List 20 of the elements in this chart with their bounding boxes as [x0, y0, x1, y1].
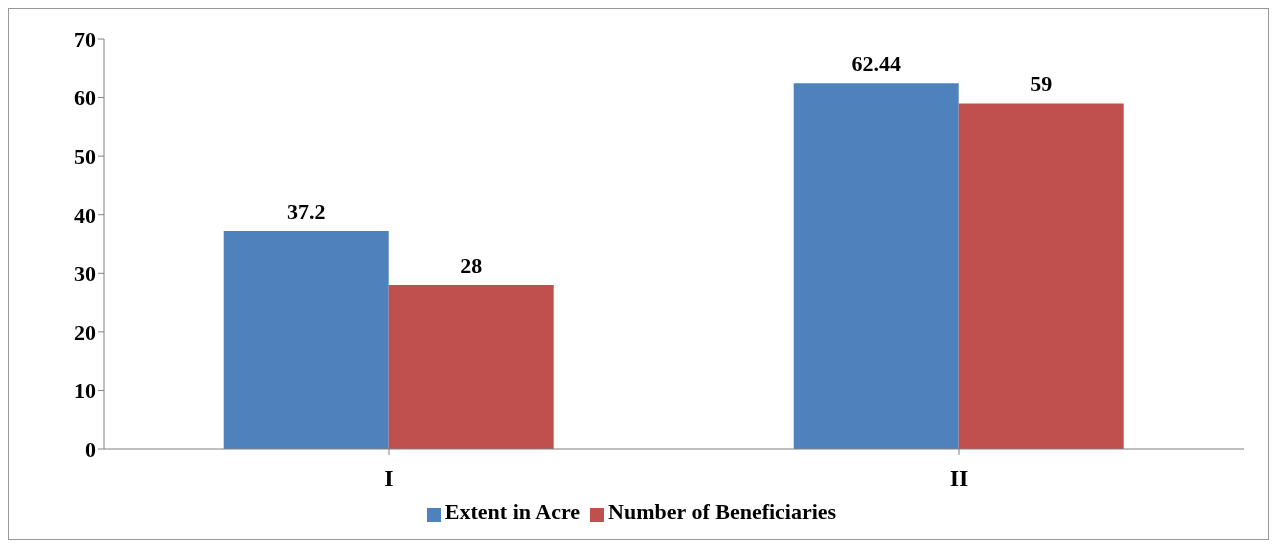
y-tick-label: 60	[74, 85, 96, 111]
bar	[388, 285, 554, 449]
y-tick-label: 10	[74, 378, 96, 404]
legend-label: Extent in Acre	[444, 499, 581, 524]
y-tick-label: 40	[74, 202, 96, 228]
y-tick-label: 70	[74, 26, 96, 52]
y-tick-label: 0	[85, 436, 96, 462]
bar	[223, 231, 389, 449]
x-tick-label: II	[949, 465, 969, 492]
y-tick-label: 20	[74, 319, 96, 345]
bar	[958, 103, 1124, 449]
legend-label: Number of Beneficiaries	[608, 499, 837, 524]
bar	[793, 83, 959, 449]
x-tick-label: I	[384, 465, 394, 492]
y-tick-label: 50	[74, 143, 96, 169]
data-label: 62.44	[851, 51, 901, 77]
data-label: 28	[460, 253, 483, 278]
data-label: 37.2	[286, 199, 326, 225]
data-label: 59	[1030, 71, 1053, 97]
y-tick-label: 30	[74, 261, 96, 287]
